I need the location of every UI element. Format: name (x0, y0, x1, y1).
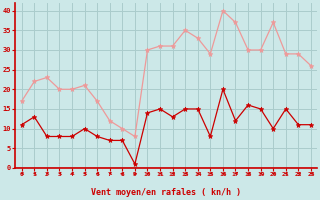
X-axis label: Vent moyen/en rafales ( kn/h ): Vent moyen/en rafales ( kn/h ) (91, 188, 241, 197)
